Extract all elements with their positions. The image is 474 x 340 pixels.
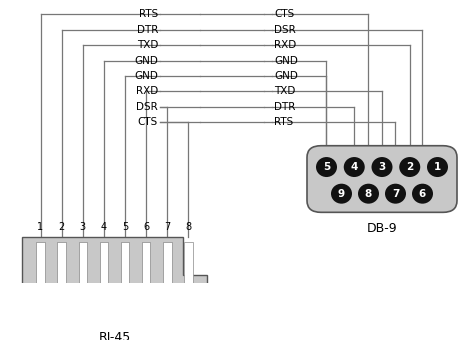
Text: 7: 7 bbox=[164, 222, 171, 232]
Ellipse shape bbox=[316, 157, 337, 177]
Bar bbox=[163, 242, 172, 292]
Text: 2: 2 bbox=[58, 222, 65, 232]
Text: 8: 8 bbox=[185, 222, 191, 232]
Text: 5: 5 bbox=[323, 162, 330, 172]
Bar bbox=[142, 242, 150, 292]
Bar bbox=[79, 242, 87, 292]
Ellipse shape bbox=[344, 157, 365, 177]
Text: 2: 2 bbox=[406, 162, 413, 172]
Ellipse shape bbox=[358, 184, 379, 204]
Text: 8: 8 bbox=[365, 189, 372, 199]
Text: DSR: DSR bbox=[274, 24, 296, 35]
Text: 4: 4 bbox=[351, 162, 358, 172]
Ellipse shape bbox=[412, 184, 433, 204]
Bar bbox=[100, 242, 108, 292]
Bar bbox=[57, 242, 66, 292]
Text: GND: GND bbox=[134, 71, 158, 81]
Text: 9: 9 bbox=[338, 189, 345, 199]
Text: GND: GND bbox=[134, 55, 158, 66]
Text: TXD: TXD bbox=[137, 40, 158, 50]
Bar bbox=[184, 242, 193, 292]
Text: DSR: DSR bbox=[136, 102, 158, 112]
Text: GND: GND bbox=[274, 55, 298, 66]
Text: 5: 5 bbox=[122, 222, 128, 232]
Text: 7: 7 bbox=[392, 189, 399, 199]
Polygon shape bbox=[22, 237, 207, 321]
Text: 3: 3 bbox=[80, 222, 86, 232]
Ellipse shape bbox=[385, 184, 406, 204]
Text: RTS: RTS bbox=[274, 117, 293, 128]
Text: RXD: RXD bbox=[274, 40, 296, 50]
Text: 1: 1 bbox=[434, 162, 441, 172]
Text: DTR: DTR bbox=[137, 24, 158, 35]
Ellipse shape bbox=[427, 157, 448, 177]
Text: 6: 6 bbox=[419, 189, 426, 199]
Bar bbox=[121, 242, 129, 292]
Text: RXD: RXD bbox=[136, 86, 158, 97]
Text: 3: 3 bbox=[378, 162, 386, 172]
Text: RJ-45: RJ-45 bbox=[99, 330, 131, 340]
Bar bbox=[36, 242, 45, 292]
Text: 6: 6 bbox=[143, 222, 149, 232]
Text: CTS: CTS bbox=[138, 117, 158, 128]
Text: TXD: TXD bbox=[274, 86, 295, 97]
Ellipse shape bbox=[331, 184, 352, 204]
Text: RTS: RTS bbox=[139, 9, 158, 19]
Ellipse shape bbox=[399, 157, 420, 177]
Text: 1: 1 bbox=[37, 222, 44, 232]
Text: DB-9: DB-9 bbox=[367, 222, 397, 235]
Text: GND: GND bbox=[274, 71, 298, 81]
Text: 4: 4 bbox=[101, 222, 107, 232]
FancyBboxPatch shape bbox=[307, 146, 457, 212]
Text: DTR: DTR bbox=[274, 102, 295, 112]
Ellipse shape bbox=[372, 157, 392, 177]
Text: CTS: CTS bbox=[274, 9, 294, 19]
